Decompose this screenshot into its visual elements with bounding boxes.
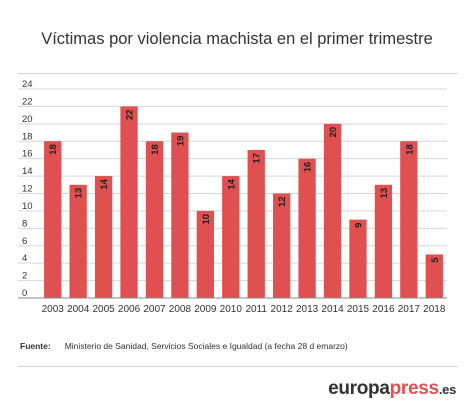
x-tick-label: 2007 (143, 304, 166, 315)
chart-title: Víctimas por violencia machista en el pr… (41, 30, 433, 48)
x-tick-label: 2012 (271, 304, 294, 315)
bar (171, 132, 189, 298)
x-tick-label: 2010 (220, 304, 243, 315)
x-tick-label: 2004 (67, 304, 90, 315)
bar-value-label: 20 (328, 127, 339, 138)
bar (222, 176, 240, 298)
y-tick-label: 22 (22, 96, 33, 107)
x-tick-label: 2009 (194, 304, 217, 315)
bar-value-label: 22 (125, 109, 136, 120)
x-tick-label: 2013 (296, 304, 319, 315)
bar-value-label: 9 (353, 223, 364, 228)
bar-value-label: 16 (303, 162, 314, 173)
europapress-logo[interactable]: europapress.es (328, 378, 456, 400)
x-tick-label: 2006 (118, 304, 141, 315)
x-tick-label: 2018 (423, 304, 446, 315)
footer-divider (18, 366, 458, 367)
bar-value-label: 17 (252, 153, 263, 164)
bar-value-label: 12 (277, 197, 288, 208)
bar (247, 149, 265, 298)
bar (425, 254, 443, 298)
source-label: Fuente: (20, 341, 51, 351)
y-tick-label: 12 (22, 184, 33, 195)
x-tick-label: 2015 (347, 304, 370, 315)
bar-value-label: 13 (379, 188, 390, 199)
y-tick-label: 2 (22, 271, 27, 282)
y-tick-label: 8 (22, 218, 27, 229)
x-tick-label: 2014 (321, 304, 344, 315)
bar-value-label: 18 (48, 144, 59, 155)
bar-value-label: 10 (201, 214, 212, 225)
y-tick-label: 18 (22, 131, 33, 142)
bar (44, 141, 62, 298)
y-tick-label: 14 (22, 166, 33, 177)
bar-value-label: 19 (175, 136, 186, 147)
bar (349, 219, 367, 298)
y-tick-label: 0 (22, 288, 27, 299)
bar (273, 193, 291, 298)
y-tick-label: 6 (22, 236, 27, 247)
x-tick-label: 2017 (398, 304, 421, 315)
y-tick-label: 4 (22, 253, 27, 264)
bar (145, 141, 164, 298)
bar-value-label: 14 (99, 178, 110, 189)
bar (374, 184, 393, 298)
bar-value-label: 18 (404, 144, 415, 155)
bar-value-label: 18 (150, 144, 161, 155)
bar (69, 184, 87, 298)
x-tick-label: 2016 (372, 304, 395, 315)
logo-text-tld: .es (438, 382, 456, 397)
y-tick-label: 24 (22, 79, 33, 90)
logo-text-europa: europa (328, 378, 390, 399)
y-tick-label: 20 (22, 114, 33, 125)
bar (323, 123, 342, 298)
bar (400, 141, 418, 298)
bar-value-label: 14 (226, 178, 237, 189)
y-tick-label: 16 (22, 149, 33, 160)
logo-text-press: press (389, 378, 440, 399)
bar (120, 106, 138, 299)
bar-value-label: 5 (430, 257, 441, 263)
bar-value-label: 13 (74, 188, 85, 199)
x-tick-label: 2011 (245, 304, 267, 315)
x-tick-label: 2003 (42, 304, 65, 315)
y-tick-label: 10 (22, 201, 33, 212)
bar (94, 176, 113, 298)
x-tick-label: 2008 (169, 304, 192, 315)
title-divider (18, 73, 458, 74)
x-tick-label: 2005 (92, 304, 115, 315)
bar (298, 158, 316, 298)
source-note: Fuente: Ministerio de Sanidad, Servicios … (20, 341, 348, 351)
bar (196, 210, 214, 298)
source-text: Ministerio de Sanidad, Servicios Sociale… (64, 341, 348, 351)
